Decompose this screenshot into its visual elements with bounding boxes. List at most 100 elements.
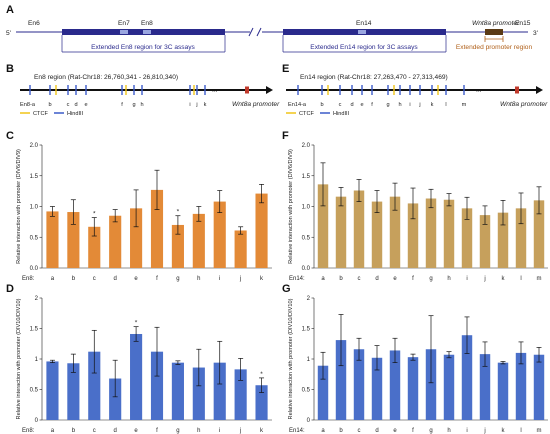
x-tick-label: h	[447, 276, 450, 282]
x-tick-label: c	[93, 276, 96, 282]
bar	[171, 224, 184, 268]
panel-letter-a: A	[6, 4, 14, 16]
y-tick-label: 0.0	[30, 266, 39, 272]
x-tick-label: j	[239, 428, 241, 434]
y-tick-label: 0	[307, 418, 311, 424]
ext-en8-label: Extended En8 region for 3C assays	[91, 44, 195, 51]
x-tick-label: g	[176, 276, 179, 282]
x-tick-label: b	[339, 276, 343, 282]
exon-label-en15: En15	[515, 20, 531, 27]
x-tick-label: j	[483, 428, 485, 434]
x-tick-label: l	[520, 276, 521, 282]
y-tick-label: 1.5	[302, 174, 311, 180]
bar	[88, 351, 101, 420]
x-tick-label: g	[429, 428, 432, 434]
x-tick-label: c	[358, 276, 361, 282]
promoter-mark	[245, 86, 249, 94]
exon-label-en14: En14	[356, 20, 372, 27]
site-label: j	[418, 102, 420, 108]
en14-marker	[358, 30, 366, 34]
panel-letter-g: G	[282, 283, 291, 295]
break-mark	[248, 27, 254, 37]
bar	[109, 378, 122, 420]
x-tick-label: e	[134, 276, 138, 282]
en8-marker	[143, 30, 151, 34]
x-tick-label: c	[358, 428, 361, 434]
bar	[234, 369, 247, 420]
bar	[479, 215, 491, 268]
significance-star: *	[93, 211, 96, 218]
site-label: b	[48, 102, 51, 108]
bar	[130, 333, 143, 420]
bar	[443, 199, 455, 268]
bar	[407, 203, 419, 268]
y-tick-label: 0.5	[30, 388, 39, 394]
en7-marker	[120, 30, 128, 34]
site-label: e	[360, 102, 363, 108]
site-label: c	[339, 102, 342, 108]
site-label: m	[462, 102, 467, 108]
bar	[389, 350, 401, 420]
y-tick-label: 1	[35, 357, 39, 363]
y-tick-label: 0.5	[302, 388, 311, 394]
y-tick-label: 1.5	[302, 327, 311, 333]
x-tick-label: j	[239, 276, 241, 282]
x-tick-label: a	[51, 276, 55, 282]
bar	[192, 367, 205, 420]
x-tick-label: f	[412, 276, 414, 282]
bar	[461, 335, 473, 420]
ext-en14-label: Extended En14 region for 3C assays	[310, 44, 418, 51]
y-tick-label: 0	[35, 418, 39, 424]
y-axis-label: Relative interaction with promoter (DIV6…	[16, 149, 22, 264]
x-tick-label: d	[375, 428, 378, 434]
bar	[443, 354, 455, 420]
y-tick-label: 1.5	[30, 174, 39, 180]
exon-label-en8: En8	[141, 20, 153, 27]
five-prime-label: 5'	[6, 30, 11, 37]
bar	[88, 226, 101, 268]
bar	[335, 340, 347, 420]
x-axis-label: En8:	[22, 276, 35, 282]
bar	[234, 230, 247, 268]
significance-star: *	[177, 209, 180, 216]
en14-track-arrow	[536, 86, 543, 94]
en14-restriction-sites: En14-a b c d e f g h i j k l m...	[288, 85, 519, 108]
bar	[425, 198, 437, 268]
x-axis-label: En14:	[289, 276, 305, 282]
site-label: En8-a	[20, 102, 36, 108]
en8-promoter-label: Wnt8a promoter	[232, 101, 280, 108]
ellipsis-mark: ...	[212, 87, 218, 94]
ext-promoter-label: Extended promoter region	[456, 44, 533, 51]
x-axis-label: En14:	[289, 428, 305, 434]
y-tick-label: 2	[35, 296, 39, 302]
x-axis-label: En8:	[22, 428, 35, 434]
x-tick-label: c	[93, 428, 96, 434]
site-label: f	[121, 102, 123, 108]
bar	[497, 362, 509, 420]
site-label: d	[74, 102, 77, 108]
y-axis-label: Relative interaction with promoter (DIV1…	[16, 298, 22, 419]
x-tick-label: b	[72, 428, 76, 434]
x-tick-label: f	[156, 276, 158, 282]
x-tick-label: f	[412, 428, 414, 434]
x-tick-label: d	[114, 428, 117, 434]
bar	[389, 196, 401, 268]
x-tick-label: g	[429, 276, 432, 282]
bar	[67, 363, 80, 420]
site-label: i	[409, 102, 410, 108]
x-tick-label: a	[51, 428, 55, 434]
x-tick-label: m	[537, 276, 542, 282]
hind-legend-label: HindIII	[333, 111, 350, 117]
site-label: i	[189, 102, 190, 108]
x-tick-label: i	[219, 276, 220, 282]
site-label: c	[67, 102, 70, 108]
y-tick-label: 0.5	[302, 235, 311, 241]
bar	[171, 362, 184, 420]
bar	[192, 213, 205, 268]
panel-a: A 5' 3' En6 En7 En8 En14 Wnt8a promoter …	[6, 4, 538, 53]
y-axis-label: Relative interaction with promoter (DIV1…	[288, 298, 294, 419]
panel-letter-b: B	[6, 63, 14, 75]
bar	[255, 193, 268, 268]
promoter-mark	[515, 86, 519, 94]
